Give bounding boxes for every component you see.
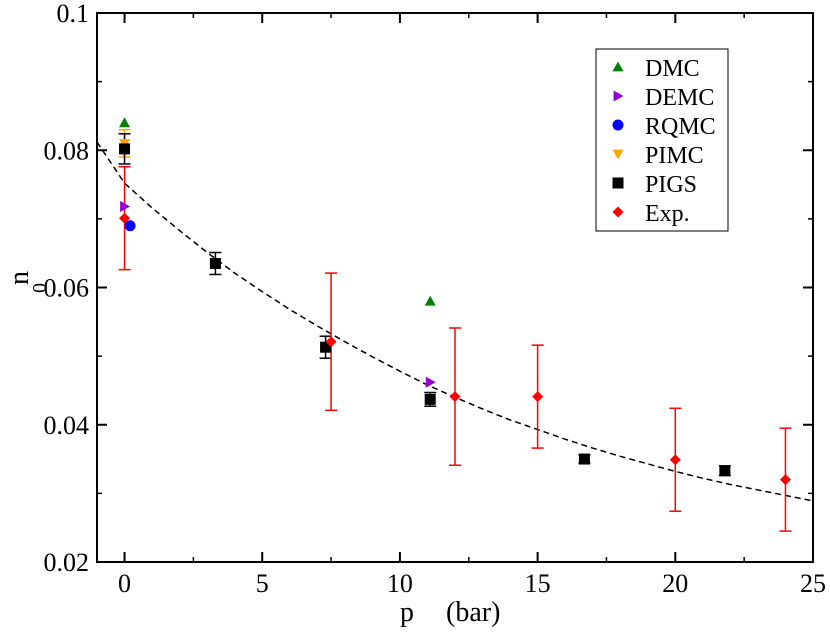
pigs-point	[424, 393, 436, 405]
pigs-point	[719, 465, 731, 477]
legend-item-pimc: PIMC	[612, 143, 704, 169]
legend-marker-pimc	[612, 149, 624, 160]
dmc-point	[119, 117, 131, 128]
pigs-point	[320, 341, 332, 353]
legend-marker-exp	[612, 206, 624, 218]
legend-label-exp: Exp.	[645, 201, 690, 227]
legend-label-rqmc: RQMC	[645, 114, 716, 140]
y-axis-label-symbol: n	[4, 271, 35, 285]
pigs-point	[119, 143, 131, 155]
dmc-point	[424, 295, 436, 306]
x-tick-label: 25	[800, 569, 826, 598]
y-tick-label: 0.1	[57, 0, 90, 28]
legend-marker-dmc	[612, 61, 624, 72]
y-tick-label: 0.04	[44, 411, 90, 440]
legend-label-pigs: PIGS	[645, 172, 697, 198]
axis-ticks-layer: 0 5 10 15 20 25 0.02 0.04 0.06 0.08 0.1	[44, 0, 827, 598]
x-tick-label: 10	[387, 569, 413, 598]
legend-item-pigs: PIGS	[612, 172, 697, 198]
exp-point	[669, 454, 681, 466]
legend-marker-pigs	[612, 177, 624, 189]
y-tick-label: 0.02	[44, 548, 90, 577]
x-tick-label: 5	[256, 569, 269, 598]
legend-item-dmc: DMC	[612, 56, 700, 82]
legend-label-pimc: PIMC	[645, 143, 704, 169]
legend-item-demc: DEMC	[613, 85, 714, 111]
y-axis-label: n 0	[4, 271, 51, 293]
exp-point	[779, 474, 791, 486]
legend-item-exp: Exp.	[612, 201, 690, 227]
pigs-point	[209, 257, 221, 269]
y-axis-label-subscript: 0	[29, 283, 51, 293]
legend-item-rqmc: RQMC	[612, 114, 716, 140]
x-axis-label: p (bar)	[400, 597, 500, 628]
y-tick-label: 0.06	[44, 274, 90, 303]
legend-label-demc: DEMC	[645, 85, 714, 111]
exp-point	[532, 391, 544, 403]
rqmc-point	[124, 220, 136, 232]
legend-marker-rqmc	[612, 119, 624, 131]
exp-point	[325, 336, 337, 348]
legend-label-dmc: DMC	[645, 56, 700, 82]
exp-point	[449, 391, 461, 403]
x-tick-label: 0	[118, 569, 131, 598]
x-axis-label-unit: (bar)	[446, 597, 500, 628]
legend-marker-demc	[613, 90, 624, 102]
exp-point	[119, 212, 131, 224]
x-tick-label: 20	[662, 569, 688, 598]
legend-box	[595, 48, 729, 232]
demc-point	[425, 376, 436, 388]
x-tick-label: 15	[525, 569, 551, 598]
pigs-point	[578, 453, 590, 465]
x-axis-label-symbol: p	[400, 597, 414, 628]
legend: DMC DEMC RQMC PIMC PIGS Exp.	[595, 48, 729, 232]
data-points-layer	[119, 117, 791, 486]
y-tick-label: 0.08	[44, 136, 90, 165]
demc-point	[120, 201, 131, 213]
